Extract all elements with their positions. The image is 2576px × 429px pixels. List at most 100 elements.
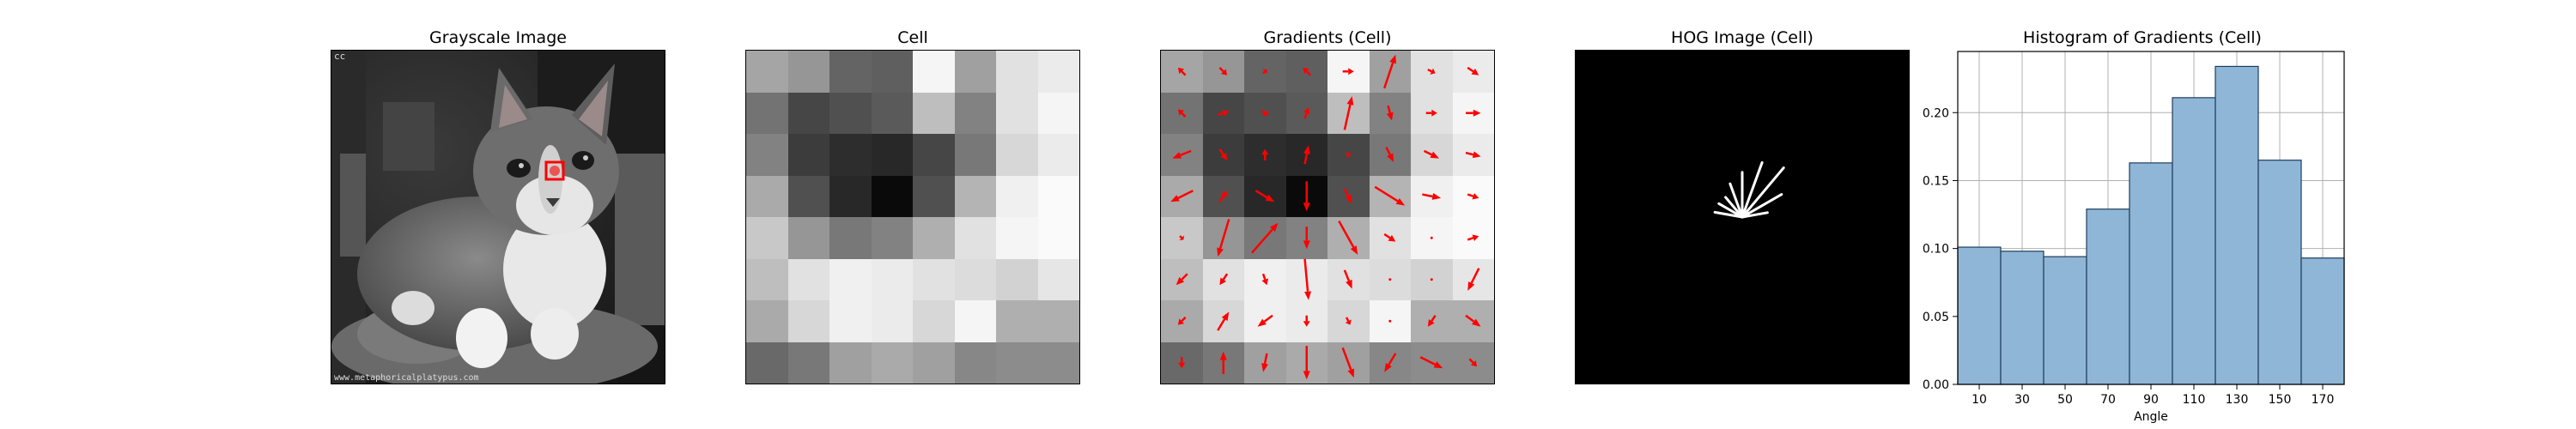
cell-pixel <box>913 134 955 176</box>
grayscale-title: Grayscale Image <box>429 28 567 47</box>
gradient-arrow <box>1338 221 1358 255</box>
histogram-title: Histogram of Gradients (Cell) <box>2023 28 2262 47</box>
cell-pixel <box>954 217 997 259</box>
gradient-arrow <box>1218 148 1228 160</box>
hog-title: HOG Image (Cell) <box>1671 28 1814 47</box>
cell-pixel <box>954 51 997 93</box>
cell-pixel <box>829 51 872 93</box>
cell-pixel <box>829 300 872 342</box>
cell-pixel <box>787 258 830 301</box>
cell-pixel <box>913 217 955 259</box>
gradient-arrow <box>1303 227 1310 250</box>
gradient-arrow <box>1374 185 1406 206</box>
cell-pixel <box>871 258 914 301</box>
gradient-arrow <box>1467 234 1479 242</box>
gradient-arrow <box>1419 356 1443 369</box>
gradient-arrow <box>1342 68 1354 76</box>
cell-pixel <box>787 92 830 135</box>
gradient-arrow <box>1218 190 1228 202</box>
gradient-arrow <box>1176 273 1188 286</box>
cell-pixel <box>746 175 788 218</box>
y-tick-label: 0.00 <box>1923 378 1949 392</box>
cell-pixel <box>954 92 997 135</box>
x-tick-label: 110 <box>2183 393 2206 407</box>
kitten-photo-drawing <box>331 51 665 384</box>
gradient-arrow <box>1262 69 1268 75</box>
cell-pixel <box>996 92 1038 135</box>
cell-pixel <box>787 51 830 93</box>
gradient-arrow <box>1388 278 1392 281</box>
gradient-arrow <box>1217 109 1230 117</box>
cell-pixel <box>913 341 955 384</box>
histogram-bar <box>2172 97 2216 385</box>
histogram-bar <box>2043 256 2087 385</box>
cell-pixel <box>996 217 1038 259</box>
cell-pixel <box>1037 217 1079 259</box>
y-tick-label: 0.15 <box>1923 174 1949 188</box>
cell-pixel <box>746 300 788 342</box>
hog-ray <box>1741 160 1764 219</box>
cell-pixel <box>913 175 955 218</box>
hog-ray <box>1741 193 1783 219</box>
gradient-arrow <box>1430 278 1433 281</box>
x-tick-label: 170 <box>2312 393 2335 407</box>
gradient-arrow <box>1468 358 1478 367</box>
gradient-arrow <box>1343 188 1352 204</box>
y-tick-label: 0.20 <box>1923 106 1949 120</box>
gradient-arrow <box>1255 190 1275 202</box>
gradient-cell-pixel <box>1161 300 1203 342</box>
gradient-cell-pixel <box>1244 51 1286 93</box>
gradient-arrow <box>1383 54 1396 89</box>
gradient-arrow <box>1217 311 1230 331</box>
gradient-arrow <box>1341 347 1355 378</box>
cell-pixel <box>787 217 830 259</box>
gradient-arrow <box>1172 149 1192 159</box>
cell-pixel <box>996 134 1038 176</box>
gradient-arrow <box>1218 67 1228 76</box>
gradient-arrow <box>1343 96 1354 130</box>
cell-pixel <box>746 134 788 176</box>
gradient-arrow <box>1261 273 1269 286</box>
cell-pixel <box>996 175 1038 218</box>
cell-pixel <box>954 300 997 342</box>
cell-pixel <box>871 217 914 259</box>
hog-image <box>1575 50 1910 384</box>
gradient-arrow <box>1303 107 1310 119</box>
cell-pixel <box>1037 341 1079 384</box>
marker-overlay <box>544 160 565 181</box>
hog-ray <box>1717 202 1744 219</box>
histogram-bar <box>2300 257 2345 385</box>
gradient-arrow <box>1427 315 1437 327</box>
gradient-cell-pixel <box>1161 258 1203 301</box>
gradient-arrow <box>1423 149 1439 159</box>
gradient-arrow <box>1217 219 1230 257</box>
gradient-arrow <box>1467 192 1479 200</box>
x-tick-label: 90 <box>2143 393 2159 407</box>
cell-pixel <box>913 51 955 93</box>
gradient-arrow <box>1465 314 1481 327</box>
gradient-arrow <box>1467 66 1479 76</box>
gradient-arrow <box>1303 67 1311 76</box>
cell-pixel <box>871 134 914 176</box>
cell-grid <box>745 50 1080 384</box>
cell-title: Cell <box>897 28 928 47</box>
x-tick-label: 70 <box>2100 393 2116 407</box>
x-tick-label: 10 <box>1971 393 1987 407</box>
histogram-bar <box>2000 251 2044 385</box>
gradient-arrow <box>1303 145 1310 165</box>
cell-pixel <box>913 258 955 301</box>
x-tick-label: 130 <box>2226 393 2249 407</box>
gradient-arrow <box>1178 357 1186 369</box>
y-tick-label: 0.10 <box>1923 243 1949 257</box>
x-axis-label: Angle <box>2134 410 2168 424</box>
cell-pixel <box>829 217 872 259</box>
gradient-arrow <box>1257 314 1273 327</box>
cell-pixel <box>1037 175 1079 218</box>
cell-pixel <box>829 92 872 135</box>
gradient-arrow <box>1465 151 1481 159</box>
cell-pixel <box>829 341 872 384</box>
cell-pixel <box>996 51 1038 93</box>
x-tick-label: 50 <box>2057 393 2073 407</box>
gradient-arrow <box>1303 346 1310 380</box>
cell-pixel <box>996 258 1038 301</box>
